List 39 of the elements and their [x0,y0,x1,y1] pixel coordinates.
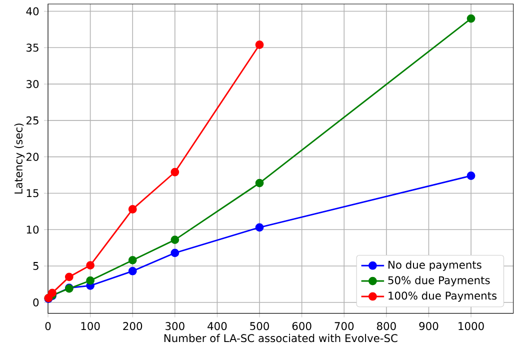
y-tick-label: 25 [26,116,38,124]
point [64,272,74,282]
legend-label: No due payments [388,260,482,271]
point [128,256,137,264]
y-tick-label: 15 [26,189,38,198]
y-tick-label: 5 [33,262,38,270]
y-tick-label: 20 [26,152,39,161]
x-tick-label: 600 [292,322,312,330]
legend-label: 50% due Payments [388,276,490,286]
point [170,168,180,176]
point [466,172,476,180]
x-tick-label: 800 [376,322,396,330]
y-tick-label: 40 [26,7,39,16]
x-tick-label: 300 [166,322,184,330]
x-tick-label: 0 [45,322,51,330]
x-tick-label: 500 [250,322,269,330]
legend-label: 100% due Payments [388,291,497,302]
y-tick-label: 35 [26,44,38,52]
point [86,276,95,285]
x-tick-label: 1000 [458,322,484,330]
point [466,14,476,23]
x-tick-label: 100 [81,322,100,330]
x-tick-label: 700 [334,322,354,330]
y-tick-label: 30 [26,80,39,88]
point [170,236,180,244]
point [255,178,264,188]
x-axis-title: Number of LA-SC associated with Evolve-SC [164,334,398,342]
point [86,261,95,270]
y-axis-title: Latency (sec) [14,124,25,194]
point [170,248,180,258]
point [255,223,264,232]
y-tick-label: 0 [33,298,39,306]
x-tick-label: 900 [419,322,438,330]
x-tick-label: 400 [208,322,227,330]
y-tick-label: 10 [26,226,39,234]
point [128,266,137,276]
point [255,40,264,49]
x-tick-label: 200 [123,322,142,330]
point [128,205,137,214]
